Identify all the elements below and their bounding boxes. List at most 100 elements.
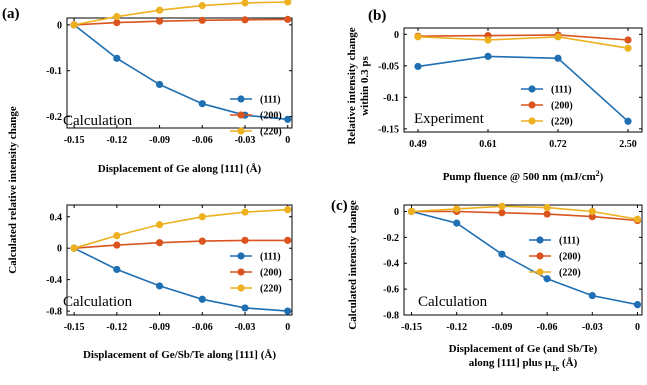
- data-point-111: [543, 275, 551, 283]
- series-line-111: [73, 247, 288, 312]
- plot-frame: [66, 17, 293, 129]
- data-point-220: [241, 208, 249, 216]
- data-point-200: [113, 18, 121, 27]
- legend-label: (200): [559, 252, 581, 263]
- y-tick-label: 0.4: [50, 212, 63, 223]
- x-tick-label: -0.12: [106, 322, 127, 333]
- data-point-111: [633, 301, 642, 309]
- legend-marker: [536, 252, 544, 260]
- y-tick-label: -0.8: [46, 307, 62, 318]
- legend-marker: [528, 101, 536, 109]
- x-tick-label: 2.50: [619, 139, 637, 150]
- data-point-200: [198, 237, 206, 245]
- data-point-200: [284, 15, 292, 23]
- legend-label: (220): [551, 117, 573, 128]
- y-tick-label: -0.2: [383, 233, 399, 244]
- y-tick-label: 0: [394, 30, 399, 41]
- y-tick-label: 0: [394, 207, 399, 218]
- x-axis-label: Displacement of Ge (and Sb/Te): [449, 343, 598, 355]
- series-line-220: [417, 35, 629, 49]
- data-point-111: [588, 291, 596, 300]
- legend-marker: [237, 284, 245, 292]
- data-point-200: [588, 213, 596, 221]
- x-tick-label: -0.15: [64, 135, 85, 146]
- legend-label: (200): [260, 111, 282, 122]
- legend-label: (111): [551, 85, 572, 96]
- data-point-200: [155, 239, 164, 247]
- y-tick-label: -0.6: [383, 285, 399, 296]
- data-point-200: [498, 209, 506, 217]
- y-axis-label: Relative intensity change: [346, 27, 358, 144]
- data-point-111: [484, 52, 492, 60]
- data-point-220: [588, 207, 596, 216]
- legend-marker: [536, 236, 544, 244]
- data-point-220: [155, 6, 164, 14]
- data-point-220: [155, 221, 164, 229]
- data-point-111: [198, 295, 206, 303]
- data-point-220: [554, 33, 562, 41]
- series-line-111: [73, 24, 288, 121]
- y-tick-label: 0: [57, 244, 62, 255]
- legend-marker: [528, 117, 536, 125]
- legend-marker: [237, 95, 245, 103]
- data-point-200: [198, 16, 206, 24]
- data-point-220: [241, 0, 249, 7]
- data-point-220: [484, 36, 492, 44]
- panel-b: 0.49 0.61 0.72 2.50 0 -0.05 -0.1 -0.15 (111) (200…: [346, 8, 643, 183]
- panel-a-lower: -0.15 -0.12 -0.09 -0.06 -0.03 0 0.4 0 -0.4 -0.8 (1…: [46, 204, 293, 361]
- y-tick-label: -0.4: [383, 259, 399, 270]
- data-point-200: [241, 236, 249, 244]
- x-tick-label: -0.06: [537, 322, 558, 333]
- x-tick-label: -0.03: [235, 322, 256, 333]
- data-point-111: [241, 304, 249, 312]
- data-point-220: [633, 215, 642, 223]
- x-tick-label: 0.49: [409, 139, 427, 150]
- data-point-220: [198, 213, 206, 221]
- panel-annotation: Calculation: [418, 294, 488, 310]
- shared-y-axis-label: Calculated relative intensity change: [7, 106, 19, 274]
- data-point-220: [113, 232, 121, 240]
- legend-marker: [536, 268, 544, 276]
- y-axis-label-line2: within 0.3 ps: [359, 55, 371, 115]
- data-point-111: [113, 54, 121, 62]
- legend-label: (111): [260, 252, 281, 263]
- x-tick-label: -0.06: [192, 135, 213, 146]
- data-point-220: [70, 244, 78, 252]
- data-point-111: [284, 115, 292, 123]
- y-tick-label: -0.1: [46, 66, 62, 77]
- data-point-220: [284, 0, 292, 6]
- series-line-220: [73, 1, 288, 26]
- series-line-111: [411, 210, 638, 306]
- y-tick-label: -0.15: [378, 124, 399, 135]
- y-tick-label: -0.4: [46, 275, 62, 286]
- data-point-111: [113, 265, 121, 274]
- data-point-200: [543, 210, 551, 218]
- x-tick-label: -0.09: [491, 322, 512, 333]
- panel-c: -0.15 -0.12 -0.09 -0.06 -0.03 0 0 -0.2 -0.4 -0.6 -…: [331, 198, 643, 373]
- data-point-220: [414, 33, 422, 41]
- series-line-200: [74, 18, 288, 26]
- y-tick-label: -0.2: [46, 112, 62, 123]
- legend-label: (220): [260, 284, 282, 295]
- y-tick-label: -0.05: [378, 61, 399, 72]
- legend-marker: [237, 268, 245, 276]
- data-point-220: [624, 44, 632, 52]
- data-point-200: [113, 241, 121, 249]
- data-point-220: [407, 207, 416, 216]
- legend-label: (200): [260, 268, 282, 279]
- panel-annotation: Calculation: [63, 113, 133, 129]
- y-axis-label: Calculated intensity change: [347, 200, 359, 330]
- series-line-200: [417, 34, 629, 41]
- series-line-111: [417, 55, 629, 122]
- x-tick-label: -0.12: [106, 135, 127, 146]
- data-point-200: [624, 36, 632, 44]
- series-line-200: [74, 239, 288, 249]
- data-point-220: [498, 202, 506, 210]
- x-axis-label-line2: along [111] plus μTe (Å): [469, 357, 578, 373]
- y-tick-label: -0.8: [383, 311, 399, 322]
- x-tick-label: 0: [285, 322, 290, 333]
- x-tick-label: -0.15: [401, 322, 422, 333]
- x-tick-label: -0.12: [446, 322, 467, 333]
- data-point-220: [198, 2, 206, 10]
